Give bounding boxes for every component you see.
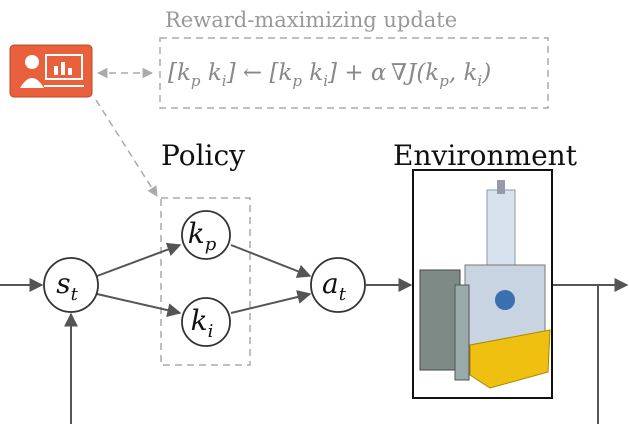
node-main: a (322, 267, 339, 300)
equation: [kp​ ki​] ← [kp​ ki​] + α ∇J(kp​, ki​) (168, 60, 491, 90)
policy-label: Policy (161, 139, 245, 172)
update-box (159, 37, 549, 109)
subscript: p (439, 72, 449, 90)
subscript: p (191, 72, 201, 90)
node-sub: i (208, 321, 214, 342)
equation-part: [k (168, 60, 191, 86)
node (181, 297, 231, 347)
node-label: st (56, 267, 78, 305)
node (43, 257, 99, 313)
node-sub: t (339, 284, 347, 305)
node-label: kp (188, 217, 217, 255)
equation-part: ) (481, 60, 491, 86)
node-main: k (188, 217, 205, 250)
node-main: k (191, 304, 208, 337)
node (310, 257, 366, 313)
node-sub: p (205, 234, 217, 255)
subscript: p (292, 72, 302, 90)
equation-part: k (201, 60, 222, 86)
subscript: i (222, 72, 227, 90)
equation-part: k (302, 60, 323, 86)
subscript: i (477, 72, 482, 90)
policy-box (160, 197, 251, 366)
environment-image (412, 169, 553, 399)
dashed-arrow (95, 99, 158, 197)
equation-part: , k (449, 60, 478, 86)
equation-part: ] + α ∇J(k (327, 60, 439, 86)
agent-icon (9, 44, 93, 98)
environment-label: Environment (393, 139, 578, 172)
edges (0, 242, 629, 424)
node (181, 210, 231, 260)
equation-part: ] ← [k (226, 60, 293, 86)
node-main: s (56, 267, 70, 300)
node-sub: t (71, 284, 79, 305)
update-label: Reward-maximizing update (165, 8, 457, 32)
node-label: at (322, 267, 347, 305)
subscript: i (323, 72, 328, 90)
node-label: ki (191, 304, 214, 342)
